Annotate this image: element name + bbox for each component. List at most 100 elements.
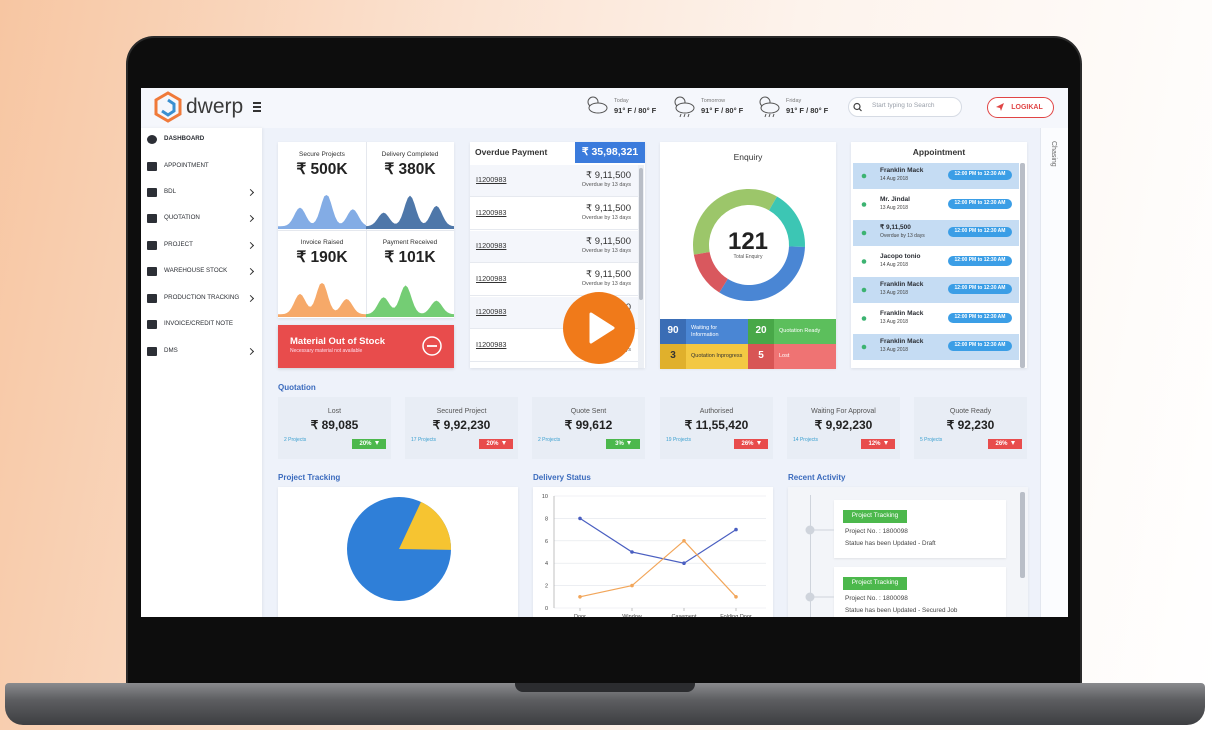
overdue-id[interactable]: I1200983 bbox=[476, 273, 507, 283]
enquiry-status-label: Quotation Ready bbox=[779, 328, 821, 335]
stat-value: ₹ 500K bbox=[296, 161, 348, 179]
sparkline bbox=[278, 195, 366, 229]
appointment-dot bbox=[861, 230, 867, 236]
sidebar-item[interactable]: PRODUCTION TRACKING bbox=[164, 293, 240, 301]
delivery-status-panel bbox=[533, 487, 773, 617]
enquiry-status-label: Lost bbox=[779, 353, 790, 360]
line-point bbox=[578, 516, 582, 521]
overdue-note: Overdue by 13 days bbox=[581, 214, 631, 221]
enquiry-status-count: 5 bbox=[758, 350, 764, 361]
enquiry-status-count-bg bbox=[660, 344, 686, 369]
appointment-time-bg bbox=[948, 284, 1012, 294]
overdue-id[interactable]: I1200983 bbox=[476, 306, 507, 316]
donut-segment bbox=[719, 246, 805, 301]
y-tick-label: 0 bbox=[545, 606, 548, 612]
appointment-date: Overdue by 13 days bbox=[880, 233, 925, 240]
menu-icon-line bbox=[253, 102, 261, 104]
sidebar-icon bbox=[147, 346, 157, 356]
activity-status: Statue has been Updated - Draft bbox=[845, 539, 936, 547]
brand[interactable]: LOGIKAL bbox=[1011, 103, 1043, 111]
overdue-id[interactable]: I1200983 bbox=[476, 240, 507, 250]
search-placeholder[interactable]: Start typing to Search bbox=[872, 102, 935, 110]
sidebar-item[interactable]: WAREHOUSE STOCK bbox=[164, 266, 228, 274]
sidebar-icon bbox=[147, 266, 157, 276]
sparkline bbox=[366, 195, 454, 229]
logo-icon bbox=[154, 91, 182, 123]
overdue-id[interactable]: I1200983 bbox=[476, 174, 507, 184]
appointment-name: Mr. Jindal bbox=[880, 195, 910, 203]
appointment-time-bg bbox=[948, 312, 1012, 323]
stats-divider bbox=[278, 230, 454, 231]
search-icon bbox=[853, 102, 861, 111]
appointment-date: 13 Aug 2018 bbox=[880, 204, 909, 211]
overdue-id[interactable]: I1200983 bbox=[476, 207, 507, 217]
appointment-name: Franklin Mack bbox=[880, 338, 924, 346]
weather-cloud bbox=[675, 102, 695, 114]
appointment-time-bg bbox=[948, 227, 1012, 237]
stat-value: ₹ 380K bbox=[384, 161, 436, 179]
activity-card bbox=[834, 500, 1006, 558]
y-tick-label: 4 bbox=[545, 561, 548, 567]
overdue-id[interactable]: I1200983 bbox=[476, 339, 507, 349]
line-point bbox=[630, 550, 634, 554]
sidebar-icon bbox=[147, 134, 157, 144]
sidebar-item[interactable]: PROJECT bbox=[164, 240, 193, 248]
x-tick-label: Folding Door bbox=[720, 614, 752, 617]
play-icon[interactable] bbox=[589, 312, 615, 344]
brand-button bbox=[987, 97, 1054, 118]
appointment-name: Jacopo tonio bbox=[880, 252, 921, 260]
weather-day: Friday bbox=[786, 97, 802, 104]
stat-label: Payment Received bbox=[382, 239, 438, 247]
overdue-total-bg bbox=[575, 142, 645, 163]
appointment-dot bbox=[861, 287, 867, 293]
graphics: 0 2 4 6 8 10 Door Window Casement Folding Door bbox=[154, 91, 1004, 617]
quotation-amount: ₹ 11,55,420 bbox=[684, 418, 749, 433]
play-button[interactable] bbox=[563, 292, 635, 364]
side-tab: Chasing bbox=[1050, 141, 1057, 167]
sidebar-item[interactable]: APPOINTMENT bbox=[164, 161, 209, 169]
activity-tag: Project Tracking bbox=[851, 511, 899, 519]
sidebar-item[interactable]: DMS bbox=[164, 346, 178, 354]
y-tick-label: 8 bbox=[545, 516, 548, 522]
donut-segment bbox=[693, 251, 728, 293]
line-series bbox=[579, 539, 737, 598]
y-tick-label: 6 bbox=[545, 539, 548, 545]
menu-icon-line bbox=[253, 110, 261, 112]
overdue-amount: ₹ 9,11,500 bbox=[586, 169, 631, 181]
appointment-date: 13 Aug 2018 bbox=[880, 318, 909, 325]
weather-rain bbox=[772, 113, 775, 118]
donut-segment bbox=[769, 196, 805, 247]
activity-tag-bg bbox=[843, 577, 907, 590]
sidebar-item[interactable]: QUOTATION bbox=[164, 213, 200, 221]
screen: 0 2 4 6 8 10 Door Window Casement Folding Door dw… bbox=[141, 88, 1068, 617]
appointment-name: Franklin Mack bbox=[880, 309, 924, 317]
brand-icon bbox=[996, 103, 1004, 111]
quotation-change: 12% bbox=[861, 438, 895, 449]
logo: dwerp bbox=[186, 95, 244, 119]
sidebar-icon bbox=[147, 213, 157, 223]
appointment-date: 14 Aug 2018 bbox=[880, 176, 909, 183]
timeline-dot bbox=[805, 525, 815, 535]
timeline-line bbox=[809, 495, 811, 617]
weather-rain bbox=[687, 113, 690, 118]
appointment-date: 13 Aug 2018 bbox=[880, 347, 909, 354]
sidebar-item[interactable]: BDL bbox=[164, 187, 177, 195]
sparkline bbox=[278, 283, 366, 317]
quotation-change: 3% bbox=[606, 438, 640, 449]
timeline-dot bbox=[805, 592, 815, 602]
appointment-time-bg bbox=[948, 341, 1012, 351]
stat-value: ₹ 101K bbox=[384, 249, 436, 267]
overdue-amount: ₹ 9,11,500 bbox=[586, 268, 631, 280]
laptop-notch bbox=[515, 683, 695, 692]
appointment-dot bbox=[861, 173, 867, 179]
line-point bbox=[734, 595, 738, 599]
sidebar-item[interactable]: DASHBOARD bbox=[164, 134, 205, 142]
sidebar-item[interactable]: INVOICE/CREDIT NOTE bbox=[164, 319, 233, 327]
alert-icon bbox=[422, 336, 442, 356]
weather-temp: 91° F / 80° F bbox=[614, 105, 657, 115]
quotation-amount: ₹ 9,92,230 bbox=[814, 418, 873, 433]
quotation-projects: 14 Projects bbox=[793, 437, 819, 444]
sidebar-icon bbox=[147, 319, 157, 329]
weather-rain bbox=[764, 113, 767, 118]
line-point bbox=[682, 539, 686, 543]
